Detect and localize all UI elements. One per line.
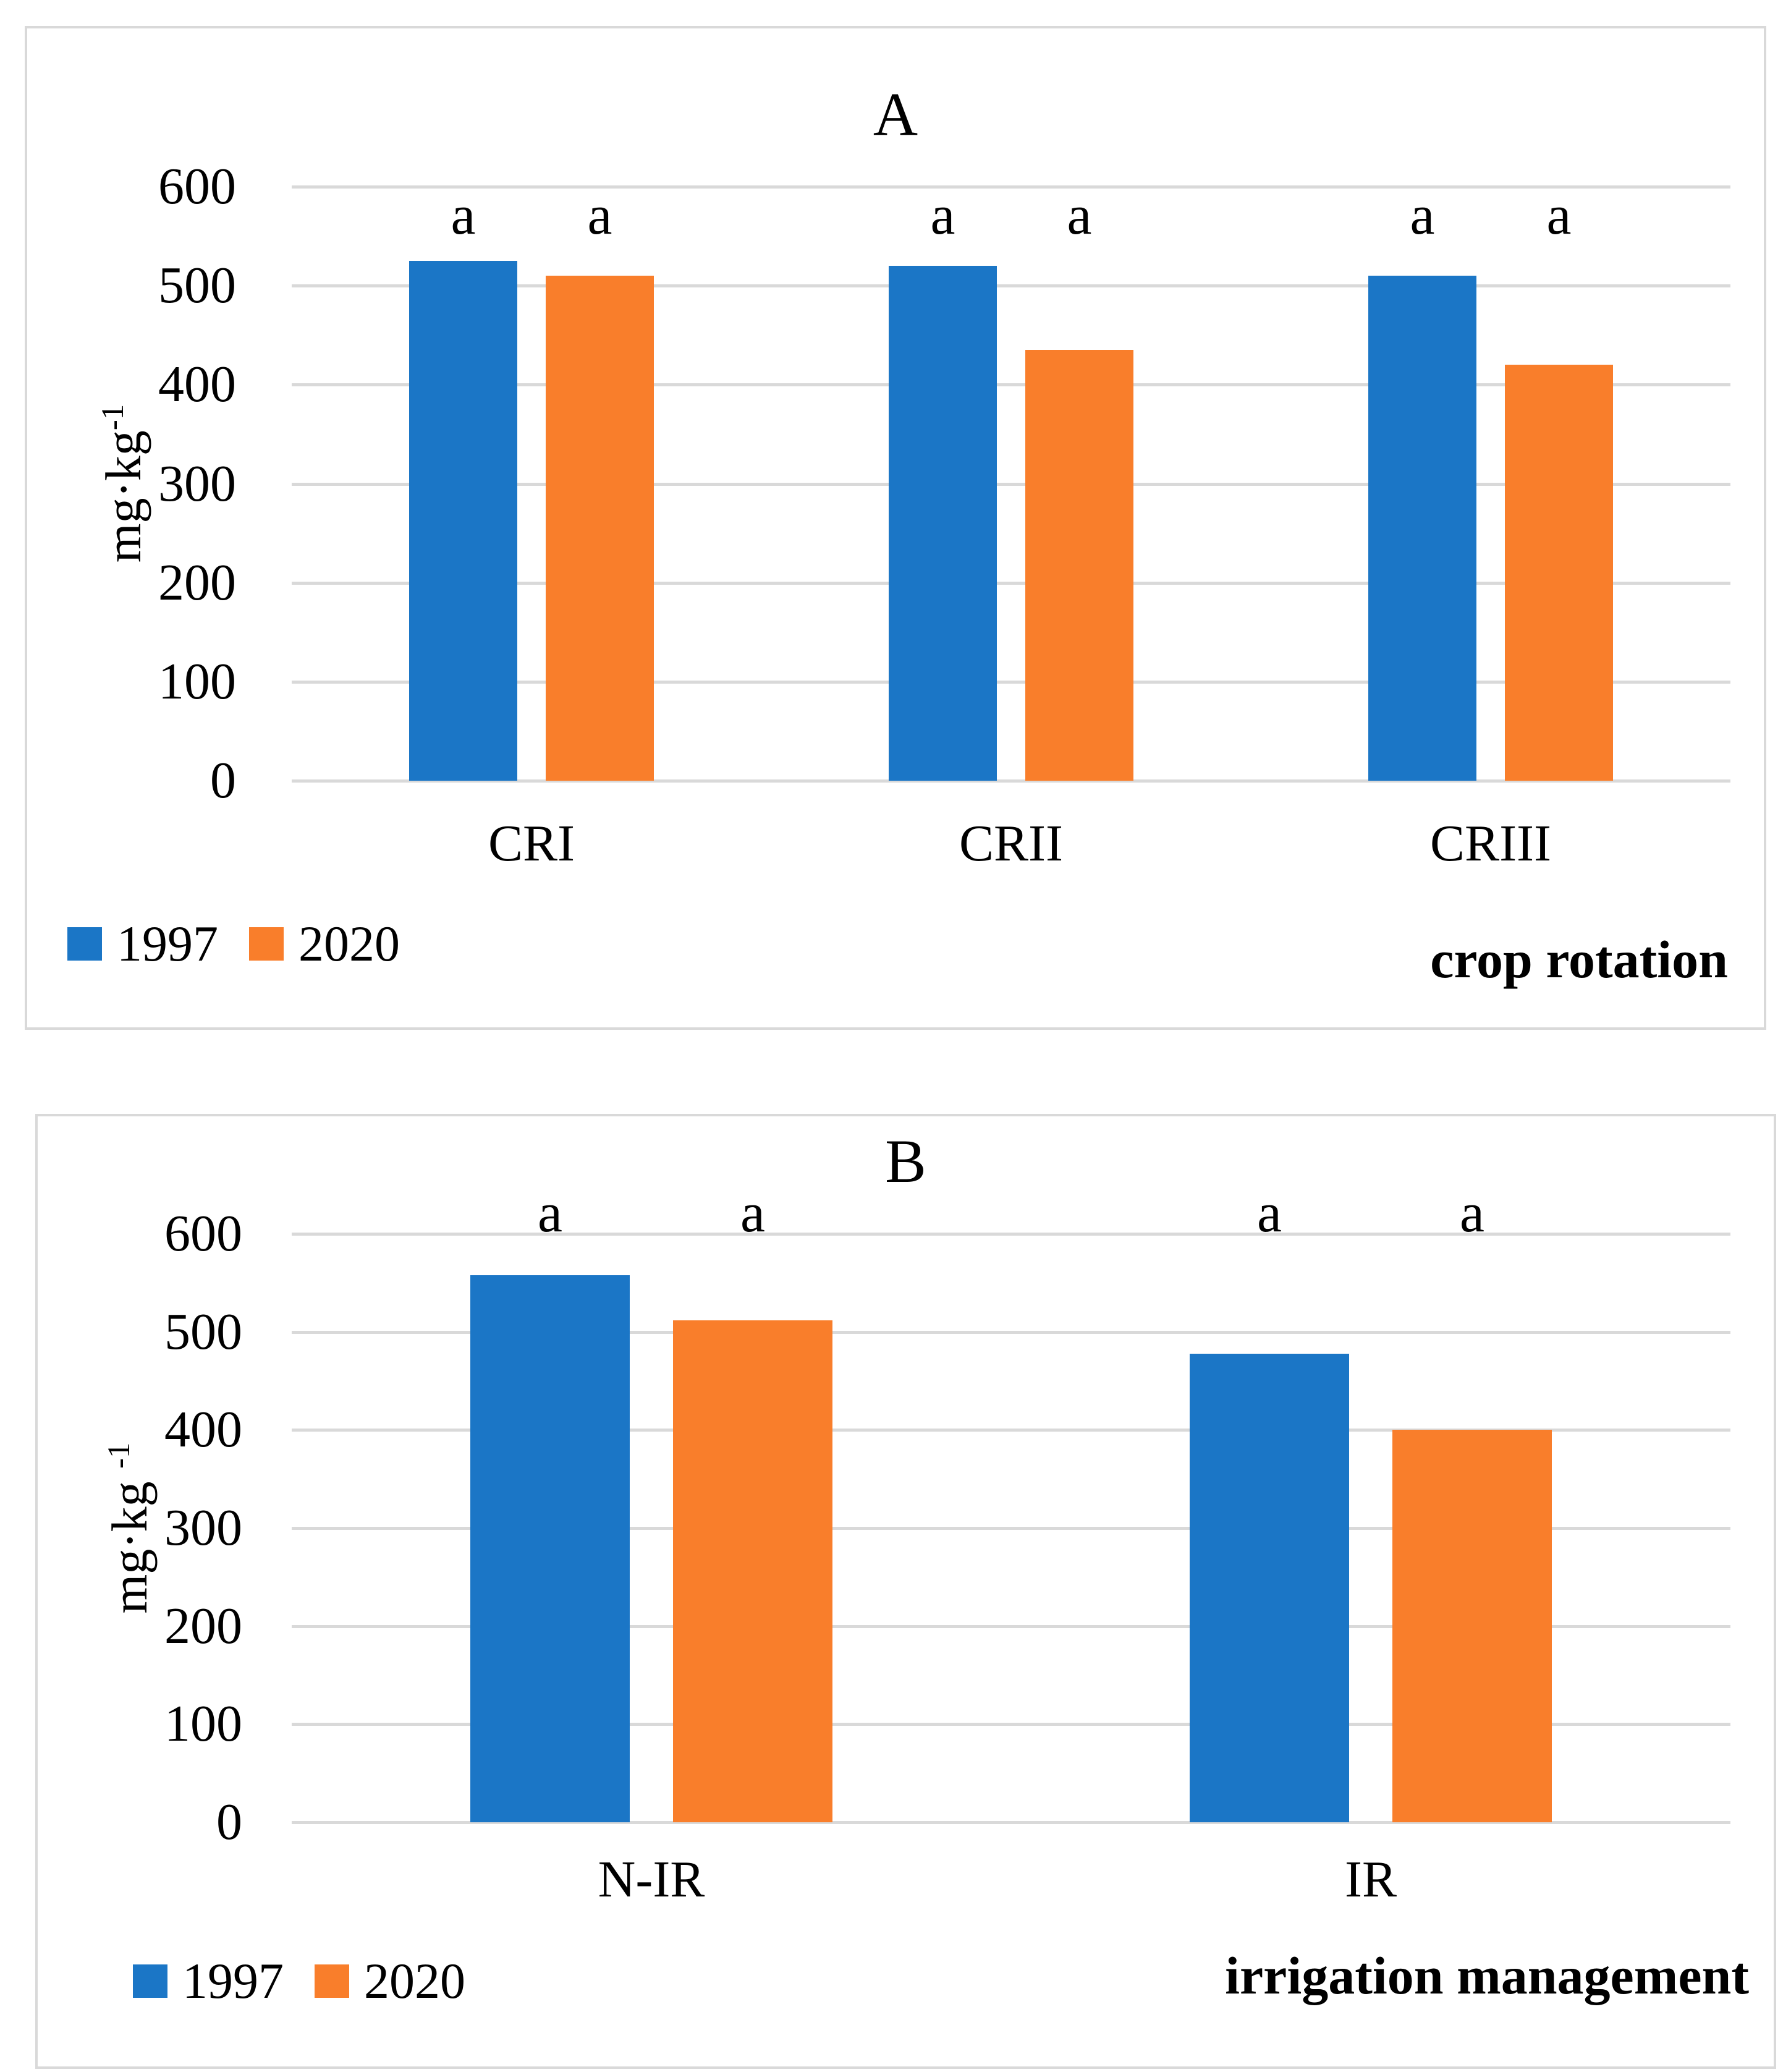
legend-swatch-2020 bbox=[315, 1964, 349, 1998]
significance-label: a bbox=[1546, 185, 1572, 246]
gridline bbox=[292, 482, 1730, 486]
category-label-N-IR: N-IR bbox=[598, 1851, 705, 1908]
legend-item-1997: 1997 bbox=[133, 1956, 284, 2006]
legend-swatch-1997 bbox=[67, 927, 102, 961]
chart-panel-a: A mg·kg-1 crop rotation 1997 2020 0 100 20… bbox=[25, 26, 1766, 1030]
legend: 1997 2020 bbox=[67, 919, 400, 969]
legend-label-1997: 1997 bbox=[182, 1953, 284, 2009]
significance-label: a bbox=[930, 185, 955, 246]
gridline bbox=[292, 1527, 1730, 1530]
gridline bbox=[292, 1821, 1730, 1824]
y-tick-label: 300 bbox=[164, 1499, 242, 1556]
bar-1997-N-IR bbox=[470, 1275, 630, 1822]
significance-label: a bbox=[1067, 185, 1092, 246]
legend-swatch-1997 bbox=[133, 1964, 167, 1998]
x-axis-title: crop rotation bbox=[1430, 930, 1728, 989]
gridline bbox=[292, 284, 1730, 288]
y-tick-label: 300 bbox=[158, 454, 236, 512]
legend-swatch-2020 bbox=[249, 927, 284, 961]
gridline bbox=[292, 779, 1730, 783]
y-tick-label: 400 bbox=[158, 355, 236, 414]
gridline bbox=[292, 1330, 1730, 1334]
y-tick-label: 0 bbox=[210, 752, 236, 809]
bar-1997-CRI bbox=[409, 261, 517, 781]
significance-label: a bbox=[1257, 1182, 1282, 1244]
gridline bbox=[292, 1624, 1730, 1628]
legend-label-2020: 2020 bbox=[298, 915, 400, 972]
legend: 1997 2020 bbox=[133, 1956, 465, 2006]
y-tick-label: 200 bbox=[158, 553, 236, 611]
y-tick-label: 100 bbox=[164, 1695, 242, 1753]
gridline bbox=[292, 1429, 1730, 1432]
gridline bbox=[292, 383, 1730, 387]
bar-2020-CRII bbox=[1025, 350, 1133, 781]
y-tick-label: 0 bbox=[216, 1793, 242, 1851]
legend-item-2020: 2020 bbox=[315, 1956, 465, 2006]
panel-title-a: A bbox=[873, 80, 918, 148]
bar-1997-IR bbox=[1190, 1353, 1349, 1822]
legend-item-2020: 2020 bbox=[249, 919, 400, 969]
significance-label: a bbox=[1460, 1182, 1484, 1244]
significance-label: a bbox=[740, 1182, 765, 1244]
bar-1997-CRII bbox=[889, 266, 997, 781]
category-label-CRI: CRI bbox=[488, 815, 575, 872]
category-label-CRII: CRII bbox=[959, 815, 1063, 872]
gridline bbox=[292, 1233, 1730, 1236]
legend-item-1997: 1997 bbox=[67, 919, 218, 969]
bar-2020-CRI bbox=[546, 276, 654, 781]
y-tick-label: 500 bbox=[164, 1302, 242, 1361]
x-axis-title: irrigation management bbox=[1225, 1946, 1749, 2005]
y-tick-label: 600 bbox=[164, 1205, 242, 1262]
bar-1997-CRIII bbox=[1368, 276, 1476, 781]
bar-2020-IR bbox=[1392, 1430, 1552, 1822]
category-label-CRIII: CRIII bbox=[1430, 815, 1551, 872]
y-tick-label: 400 bbox=[164, 1401, 242, 1459]
y-tick-label: 500 bbox=[158, 257, 236, 315]
gridline bbox=[292, 185, 1730, 189]
legend-label-2020: 2020 bbox=[364, 1953, 465, 2009]
category-label-IR: IR bbox=[1345, 1851, 1397, 1908]
bar-2020-N-IR bbox=[673, 1320, 832, 1822]
bar-2020-CRIII bbox=[1505, 365, 1613, 781]
gridline bbox=[292, 581, 1730, 585]
y-tick-label: 600 bbox=[158, 158, 236, 215]
y-tick-label: 200 bbox=[164, 1597, 242, 1655]
y-tick-label: 100 bbox=[158, 652, 236, 710]
significance-label: a bbox=[1410, 185, 1435, 246]
panel-title-b: B bbox=[885, 1127, 926, 1195]
significance-label: a bbox=[451, 185, 476, 246]
significance-label: a bbox=[587, 185, 612, 246]
chart-panel-b: B mg·kg -1 irrigation management 1997 20… bbox=[35, 1114, 1776, 2069]
gridline bbox=[292, 680, 1730, 684]
significance-label: a bbox=[538, 1182, 562, 1244]
legend-label-1997: 1997 bbox=[117, 915, 218, 972]
gridline bbox=[292, 1723, 1730, 1726]
